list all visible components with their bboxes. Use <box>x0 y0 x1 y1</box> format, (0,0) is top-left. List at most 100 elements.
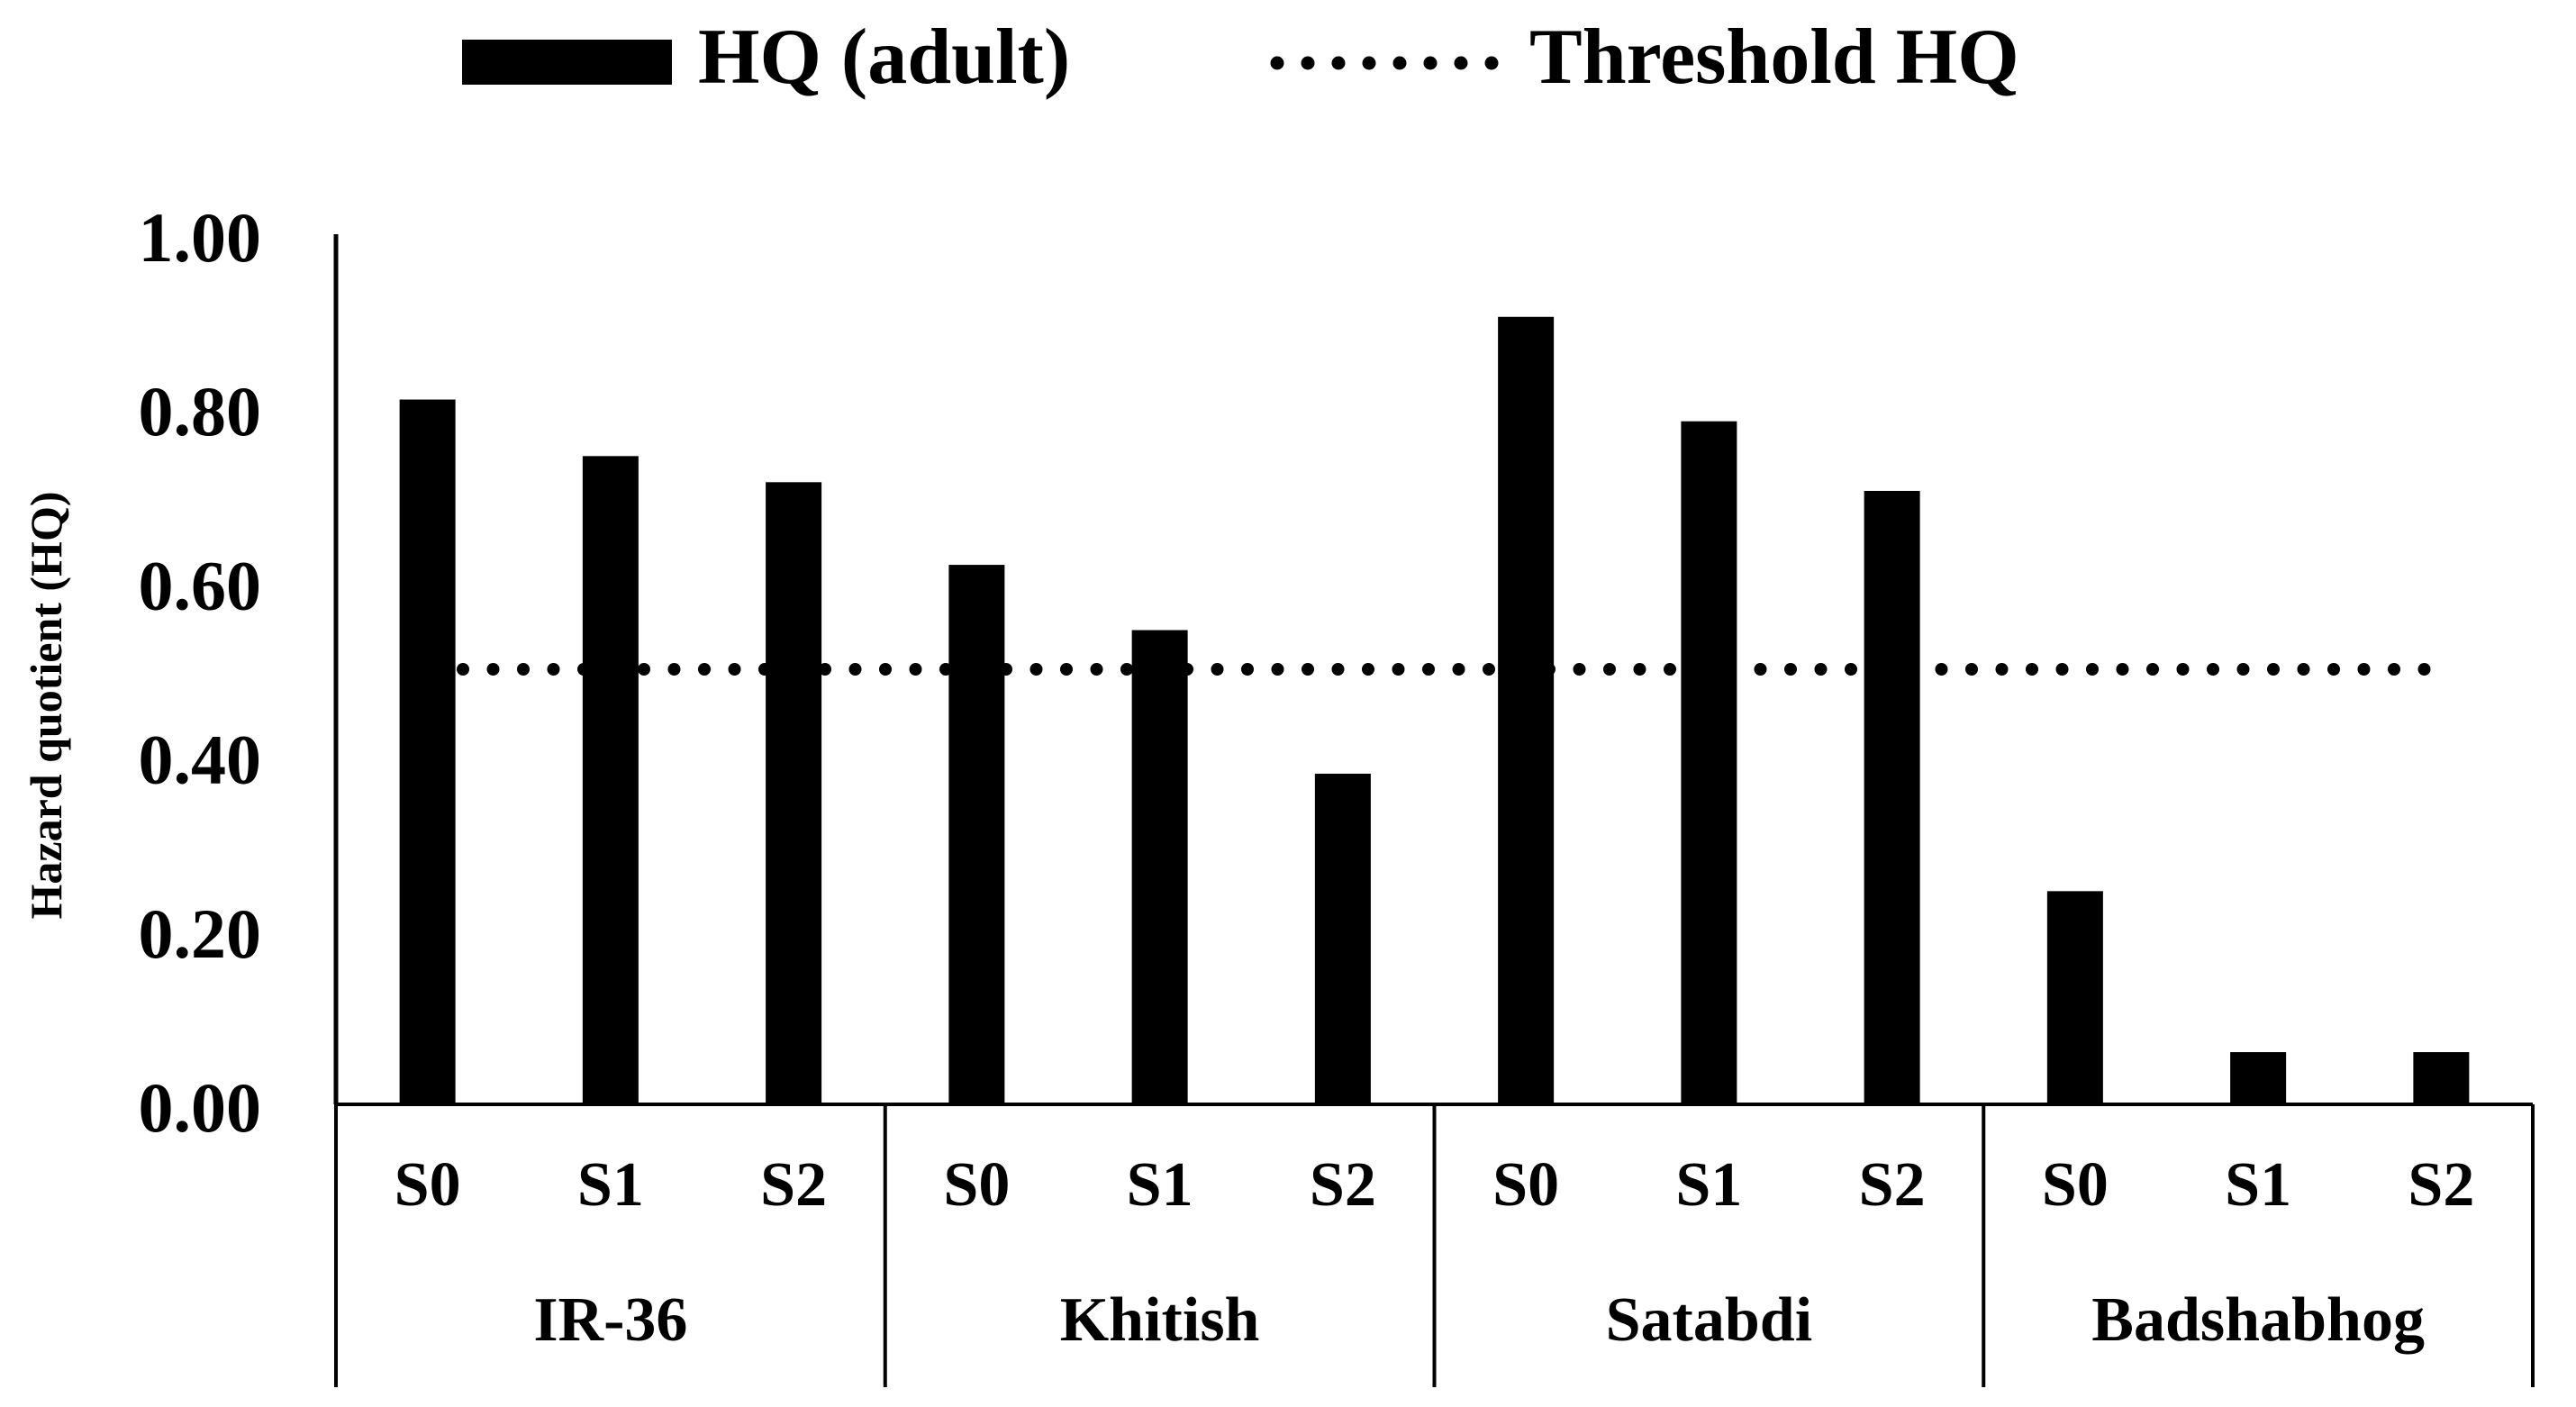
bar-badshabhog-s1 <box>2230 1052 2287 1104</box>
x-tick-label: S1 <box>1127 1150 1193 1220</box>
threshold-dot <box>1120 663 1133 676</box>
threshold-dot <box>2297 663 2310 676</box>
bar-badshabhog-s0 <box>2046 891 2103 1104</box>
x-tick-label: S0 <box>943 1150 1010 1220</box>
bar-khitish-s0 <box>948 565 1005 1104</box>
y-tick-label: 0.00 <box>139 1068 262 1147</box>
legend-dot <box>1392 56 1407 70</box>
legend: HQ (adult) Threshold HQ <box>462 14 2019 101</box>
x-tick-label: S0 <box>2042 1150 2109 1220</box>
threshold-dot <box>1845 663 1857 676</box>
axes <box>333 234 2535 1387</box>
group-label: Khitish <box>1060 1285 1260 1355</box>
y-tick-label: 1.00 <box>139 198 262 277</box>
threshold-dot <box>819 663 831 676</box>
threshold-dot <box>2176 663 2190 676</box>
y-tick-label: 0.20 <box>139 894 262 973</box>
threshold-dot <box>2146 663 2159 676</box>
bars <box>399 316 2470 1105</box>
threshold-dot <box>848 663 862 676</box>
y-tick-label: 0.60 <box>139 546 262 624</box>
threshold-dot <box>698 663 711 676</box>
threshold-dot <box>1422 663 1435 676</box>
legend-dot <box>1331 56 1346 70</box>
threshold-dot <box>1905 663 1918 676</box>
threshold-dot <box>1060 663 1073 676</box>
threshold-dot <box>1995 663 2009 676</box>
threshold-dot <box>2417 663 2431 676</box>
legend-dot <box>1301 56 1315 70</box>
threshold-dot <box>607 663 621 676</box>
threshold-dot <box>879 663 892 676</box>
x-tick-label: S2 <box>1310 1150 1376 1220</box>
threshold-dot <box>486 663 500 676</box>
threshold-dot <box>457 663 469 676</box>
threshold-dot <box>1573 663 1586 676</box>
x-axis-labels: S0 S1 S2 IR-36 S0 S1 S2 Khitish S0 S1 S2 Satabdi S0 S… <box>395 1150 2475 1355</box>
bar-badshabhog-s2 <box>2413 1052 2470 1104</box>
threshold-dot <box>1271 663 1284 676</box>
threshold-dot <box>2055 663 2069 676</box>
bar-satabdi-s2 <box>1864 490 1920 1104</box>
threshold-dot <box>1392 663 1405 676</box>
threshold-dot <box>1724 663 1737 676</box>
threshold-dot <box>547 663 560 676</box>
y-tick-label: 0.40 <box>139 721 262 799</box>
threshold-dot <box>1090 663 1103 676</box>
threshold-dot <box>2357 663 2371 676</box>
threshold-line <box>457 663 2431 676</box>
threshold-dot <box>1965 663 1978 676</box>
legend-dot <box>1423 56 1438 70</box>
threshold-dot <box>728 663 741 676</box>
y-axis-label: Hazard quotient (HQ) <box>21 492 71 920</box>
bar-ir-36-s0 <box>399 399 456 1104</box>
x-tick-label: S1 <box>577 1150 644 1220</box>
bar-khitish-s1 <box>1131 630 1188 1104</box>
threshold-dot <box>788 663 802 676</box>
legend-dot <box>1484 56 1499 70</box>
threshold-dot <box>1029 663 1043 676</box>
threshold-dot <box>2388 663 2400 676</box>
threshold-dot <box>1483 663 1495 676</box>
threshold-dot <box>2026 663 2038 676</box>
bar-satabdi-s0 <box>1498 316 1555 1104</box>
threshold-dot <box>2116 663 2129 676</box>
threshold-dot <box>1935 663 1948 676</box>
threshold-dot <box>667 663 681 676</box>
legend-dot <box>1270 56 1284 70</box>
threshold-dot <box>2236 663 2250 676</box>
x-tick-label: S2 <box>760 1150 827 1220</box>
group-label: Satabdi <box>1606 1285 1813 1355</box>
threshold-dot <box>758 663 771 676</box>
legend-label-threshold: Threshold HQ <box>1529 14 2019 101</box>
threshold-dot <box>1331 663 1345 676</box>
threshold-dot <box>1754 663 1767 676</box>
threshold-dot <box>1181 663 1193 676</box>
threshold-dot <box>1874 663 1888 676</box>
threshold-dot <box>1241 663 1254 676</box>
threshold-dot <box>1211 663 1224 676</box>
threshold-dot <box>939 663 952 676</box>
threshold-dot <box>577 663 590 676</box>
threshold-dot <box>969 663 983 676</box>
threshold-dot <box>1814 663 1828 676</box>
threshold-dot <box>2086 663 2099 676</box>
bar-khitish-s2 <box>1314 773 1371 1104</box>
threshold-dot <box>1362 663 1374 676</box>
x-tick-label: S1 <box>2225 1150 2291 1220</box>
threshold-dot <box>1664 663 1676 676</box>
threshold-dot <box>517 663 530 676</box>
x-tick-label: S1 <box>1675 1150 1742 1220</box>
group-label: IR-36 <box>533 1285 687 1355</box>
threshold-dot <box>2267 663 2280 676</box>
threshold-dot <box>1512 663 1526 676</box>
threshold-dot <box>1000 663 1012 676</box>
threshold-dot <box>1693 663 1707 676</box>
threshold-dot <box>2327 663 2340 676</box>
threshold-dot <box>1603 663 1616 676</box>
x-tick-label: S2 <box>1859 1150 1926 1220</box>
x-tick-label: S0 <box>1492 1150 1559 1220</box>
legend-swatch-dotted-line <box>1270 56 1499 70</box>
legend-label-bar: HQ (adult) <box>698 14 1070 101</box>
